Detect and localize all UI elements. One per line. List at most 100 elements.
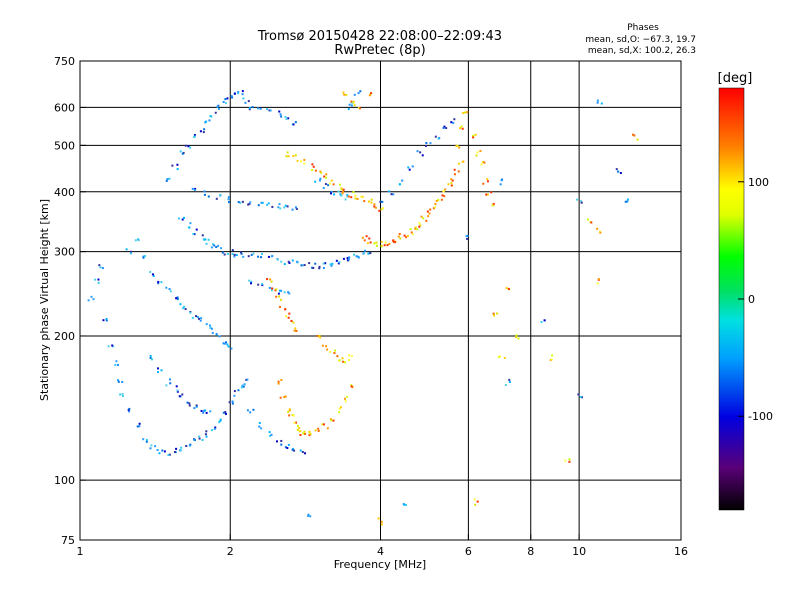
data-point (181, 152, 184, 155)
data-point (286, 446, 289, 449)
data-point (115, 360, 118, 363)
data-point (580, 200, 583, 203)
data-point (137, 239, 140, 242)
data-point (505, 287, 508, 290)
chart-title: Tromsø 20150428 22:08:00–22:09:43 (257, 29, 502, 44)
data-point (260, 201, 263, 204)
points-layer (87, 90, 639, 526)
data-point (418, 225, 421, 228)
data-point (325, 345, 328, 348)
data-point (353, 253, 356, 256)
data-point (361, 236, 364, 239)
data-point (348, 256, 351, 259)
data-point (331, 262, 334, 265)
data-point (202, 131, 205, 134)
data-point (422, 217, 425, 220)
data-point (176, 296, 179, 299)
data-point (290, 319, 293, 322)
data-point (145, 440, 148, 443)
data-point (346, 257, 349, 260)
data-point (390, 193, 393, 196)
data-point (277, 206, 280, 209)
data-point (210, 429, 213, 432)
data-point (461, 127, 464, 130)
data-point (283, 396, 286, 399)
data-point (307, 514, 310, 517)
data-point (329, 350, 332, 353)
data-point (283, 291, 286, 294)
data-point (363, 239, 366, 242)
data-point (369, 252, 372, 255)
data-point (144, 255, 147, 258)
data-point (226, 252, 229, 255)
data-point (203, 409, 206, 412)
data-point (368, 94, 371, 97)
data-point (496, 312, 499, 315)
data-point (213, 427, 216, 430)
data-point (142, 438, 145, 441)
data-point (338, 407, 341, 410)
data-point (298, 426, 301, 429)
data-point (288, 408, 291, 411)
data-point (186, 401, 189, 404)
data-point (165, 286, 168, 289)
data-point (508, 378, 511, 381)
data-point (294, 121, 297, 124)
data-point (453, 168, 456, 171)
data-point (222, 101, 225, 104)
data-point (359, 90, 362, 93)
data-point (288, 292, 291, 295)
data-point (596, 101, 599, 104)
data-point (285, 315, 288, 318)
data-point (176, 168, 179, 171)
data-point (323, 423, 326, 426)
data-point (279, 396, 282, 399)
data-point (472, 134, 475, 137)
data-point (176, 163, 179, 166)
data-point (326, 427, 329, 430)
data-point (358, 107, 361, 110)
data-point (168, 177, 171, 180)
data-point (166, 178, 169, 181)
data-point (189, 443, 192, 446)
y-tick-label: 600 (54, 101, 75, 114)
data-point (261, 282, 264, 285)
data-point (325, 173, 328, 176)
data-point (129, 252, 132, 255)
data-point (209, 410, 212, 413)
data-point (283, 263, 286, 266)
data-point (90, 295, 93, 298)
data-point (205, 323, 208, 326)
data-point (312, 165, 315, 168)
data-point (287, 410, 290, 413)
data-point (407, 166, 410, 169)
data-point (318, 265, 321, 268)
data-point (508, 380, 511, 383)
data-point (482, 161, 485, 164)
data-point (288, 409, 291, 412)
data-point (344, 400, 347, 403)
data-point (453, 118, 456, 121)
data-point (191, 187, 194, 190)
data-point (149, 354, 152, 357)
data-point (434, 203, 437, 206)
data-point (241, 90, 244, 93)
data-point (199, 130, 202, 133)
y-tick-label: 750 (54, 55, 75, 68)
data-point (99, 266, 102, 269)
data-point (301, 450, 304, 453)
data-point (447, 183, 450, 186)
data-point (231, 252, 234, 255)
data-point (277, 292, 280, 295)
data-point (242, 385, 245, 388)
data-point (343, 93, 346, 96)
data-point (128, 407, 131, 410)
data-point (597, 278, 600, 281)
data-point (483, 161, 486, 164)
data-point (163, 450, 166, 453)
data-point (568, 460, 571, 463)
data-point (320, 171, 323, 174)
data-point (175, 297, 178, 300)
data-point (278, 203, 281, 206)
